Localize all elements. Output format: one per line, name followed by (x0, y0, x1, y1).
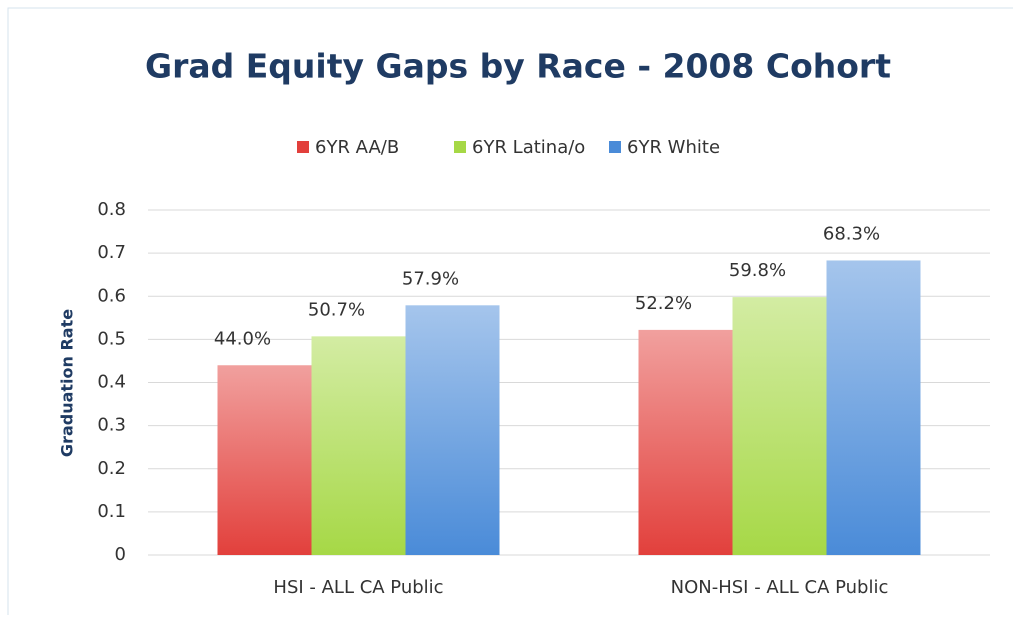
legend-swatch (609, 141, 621, 153)
data-label: 57.9% (402, 268, 459, 289)
data-label: 44.0% (214, 328, 271, 349)
y-tick-label: 0.1 (97, 501, 126, 522)
legend-label: 6YR Latina/o (472, 137, 585, 158)
data-label: 68.3% (823, 223, 880, 244)
y-tick-label: 0 (115, 544, 126, 565)
bar (826, 260, 921, 555)
y-tick-label: 0.8 (97, 199, 126, 220)
bar (217, 365, 312, 555)
y-tick-label: 0.6 (97, 285, 126, 306)
y-tick-label: 0.2 (97, 458, 126, 479)
y-tick-label: 0.7 (97, 242, 126, 263)
y-tick-label: 0.4 (97, 372, 126, 393)
chart-title: Grad Equity Gaps by Race - 2008 Cohort (145, 47, 891, 86)
y-tick-label: 0.5 (97, 328, 126, 349)
data-label: 50.7% (308, 299, 365, 320)
bar (405, 305, 500, 555)
legend-swatch (454, 141, 466, 153)
bar (732, 297, 827, 555)
legend-label: 6YR AA/B (315, 137, 399, 158)
bar (311, 336, 406, 555)
y-axis-title: Graduation Rate (58, 309, 77, 457)
legend-label: 6YR White (627, 137, 720, 158)
legend-swatch (297, 141, 309, 153)
x-tick-label: NON-HSI - ALL CA Public (671, 577, 889, 598)
data-label: 59.8% (729, 260, 786, 281)
x-tick-label: HSI - ALL CA Public (273, 577, 443, 598)
y-tick-label: 0.3 (97, 415, 126, 436)
data-label: 52.2% (635, 293, 692, 314)
bar (638, 329, 733, 555)
